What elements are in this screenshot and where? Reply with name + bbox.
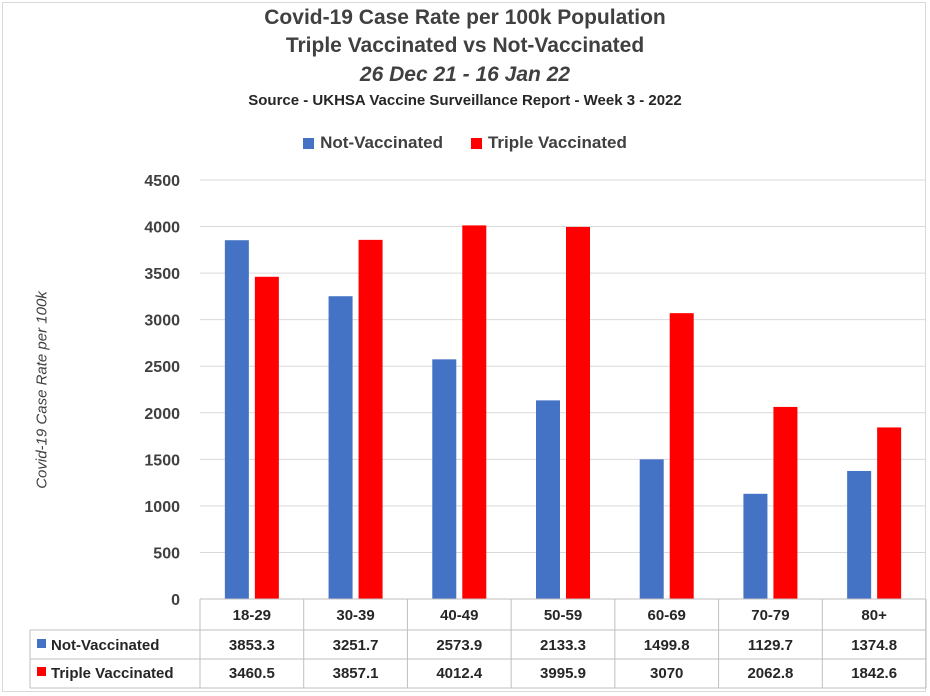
bar-triple-vaccinated-60-69 — [669, 313, 694, 599]
data-label-not-vaccinated-60-69: 1499.8 — [644, 637, 690, 654]
bar-not-vaccinated-30-39 — [328, 296, 353, 599]
y-tick-label-4000: 4000 — [144, 220, 180, 237]
bar-triple-vaccinated-18-29 — [254, 276, 279, 599]
y-tick-label-500: 500 — [153, 545, 180, 562]
x-tick-label-50-59: 50-59 — [544, 607, 582, 624]
legend-item-triple-vaccinated: Triple Vaccinated — [470, 133, 627, 153]
bar-not-vaccinated-40-49 — [432, 359, 457, 599]
chart-legend: Not-Vaccinated Triple Vaccinated — [0, 133, 930, 153]
x-tick-label-80+: 80+ — [861, 607, 887, 624]
data-label-not-vaccinated-30-39: 3251.7 — [333, 637, 379, 654]
data-label-triple-vaccinated-40-49: 4012.4 — [436, 665, 483, 682]
legend-label-triple-vaccinated: Triple Vaccinated — [487, 133, 627, 152]
legend-label-not-vaccinated: Not-Vaccinated — [320, 133, 443, 152]
data-label-not-vaccinated-50-59: 2133.3 — [540, 637, 586, 654]
data-label-triple-vaccinated-18-29: 3460.5 — [229, 665, 275, 682]
y-tick-label-0: 0 — [171, 592, 180, 609]
data-label-not-vaccinated-70-79: 1129.7 — [748, 637, 793, 654]
bar-not-vaccinated-18-29 — [224, 240, 249, 599]
y-tick-label-1500: 1500 — [144, 452, 180, 469]
data-label-triple-vaccinated-30-39: 3857.1 — [333, 665, 379, 682]
legend-swatch-not-vaccinated — [303, 137, 315, 149]
x-tick-label-18-29: 18-29 — [233, 607, 271, 624]
y-tick-label-1000: 1000 — [144, 499, 180, 516]
bar-not-vaccinated-80+ — [847, 470, 872, 599]
legend-swatch-triple-vaccinated — [470, 137, 482, 149]
data-label-not-vaccinated-80+: 1374.8 — [851, 637, 897, 654]
chart-date-range: 26 Dec 21 - 16 Jan 22 — [359, 63, 571, 86]
x-tick-label-40-49: 40-49 — [440, 607, 478, 624]
bar-triple-vaccinated-80+ — [877, 427, 902, 599]
data-label-triple-vaccinated-70-79: 2062.8 — [747, 665, 793, 682]
data-label-triple-vaccinated-60-69: 3070 — [650, 665, 683, 682]
x-tick-label-60-69: 60-69 — [648, 607, 686, 624]
bar-not-vaccinated-70-79 — [743, 493, 768, 599]
bar-triple-vaccinated-40-49 — [462, 225, 487, 599]
legend-item-not-vaccinated: Not-Vaccinated — [303, 133, 443, 153]
data-label-not-vaccinated-40-49: 2573.9 — [436, 637, 482, 654]
table-swatch-not-vaccinated — [37, 639, 46, 648]
y-tick-label-3500: 3500 — [144, 266, 180, 283]
chart-subtitle: Triple Vaccinated vs Not-Vaccinated — [285, 34, 645, 57]
table-swatch-triple-vaccinated — [37, 667, 46, 676]
bar-not-vaccinated-60-69 — [639, 459, 664, 599]
table-row-label-triple-vaccinated: Triple Vaccinated — [51, 665, 174, 682]
data-label-triple-vaccinated-80+: 1842.6 — [851, 665, 897, 682]
bar-not-vaccinated-50-59 — [536, 400, 560, 599]
chart-title: Covid-19 Case Rate per 100k Population — [264, 6, 666, 29]
table-row-label-not-vaccinated: Not-Vaccinated — [51, 637, 159, 654]
y-tick-label-4500: 4500 — [144, 173, 180, 190]
bar-triple-vaccinated-70-79 — [773, 406, 798, 599]
chart-source: Source - UKHSA Vaccine Surveillance Repo… — [248, 92, 682, 109]
y-tick-label-3000: 3000 — [144, 313, 180, 330]
chart-titles: Covid-19 Case Rate per 100k Population T… — [0, 4, 930, 112]
bar-triple-vaccinated-30-39 — [358, 239, 383, 599]
data-label-triple-vaccinated-50-59: 3995.9 — [540, 665, 586, 682]
y-tick-label-2500: 2500 — [144, 359, 180, 376]
bar-triple-vaccinated-50-59 — [566, 226, 590, 599]
x-tick-label-70-79: 70-79 — [751, 607, 789, 624]
y-tick-label-2000: 2000 — [144, 406, 180, 423]
data-label-not-vaccinated-18-29: 3853.3 — [229, 637, 275, 654]
x-tick-label-30-39: 30-39 — [336, 607, 374, 624]
